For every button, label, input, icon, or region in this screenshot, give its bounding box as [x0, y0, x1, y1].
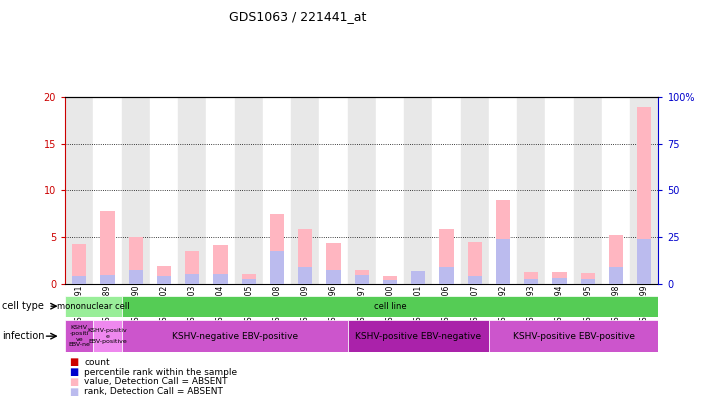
Bar — [122, 97, 150, 284]
Text: count: count — [84, 358, 110, 367]
Bar — [298, 230, 312, 284]
Bar — [411, 272, 426, 284]
Bar — [517, 97, 545, 284]
Bar — [376, 97, 404, 284]
Text: percentile rank within the sample: percentile rank within the sample — [84, 368, 237, 377]
Bar — [263, 97, 291, 284]
Bar — [552, 278, 566, 284]
Bar — [270, 214, 284, 284]
Bar — [355, 270, 369, 284]
Bar — [122, 320, 348, 352]
Bar — [433, 97, 461, 284]
Bar — [157, 276, 171, 284]
Text: cell type: cell type — [2, 301, 44, 311]
Bar — [72, 276, 86, 284]
Bar — [319, 97, 348, 284]
Bar — [298, 267, 312, 284]
Bar — [129, 270, 143, 284]
Text: rank, Detection Call = ABSENT: rank, Detection Call = ABSENT — [84, 387, 223, 396]
Bar — [637, 107, 651, 284]
Bar — [72, 244, 86, 284]
Text: mononuclear cell: mononuclear cell — [57, 302, 130, 311]
Bar — [101, 211, 115, 284]
Bar — [241, 274, 256, 283]
Bar — [214, 245, 227, 284]
Bar — [489, 320, 658, 352]
Bar — [383, 280, 397, 283]
Text: KSHV-positive EBV-positive: KSHV-positive EBV-positive — [513, 332, 634, 341]
Bar — [157, 266, 171, 284]
Bar — [468, 276, 482, 284]
Text: cell line: cell line — [374, 302, 406, 311]
Text: KSHV-negative EBV-positive: KSHV-negative EBV-positive — [171, 332, 297, 341]
Bar — [440, 230, 454, 284]
Bar — [468, 241, 482, 284]
Bar — [241, 279, 256, 284]
Bar — [581, 279, 595, 284]
Bar — [93, 97, 122, 284]
Bar — [411, 271, 426, 284]
Text: KSHV
-positi
ve
EBV-ne: KSHV -positi ve EBV-ne — [69, 325, 90, 347]
Bar — [581, 273, 595, 283]
Bar — [129, 237, 143, 284]
Bar — [461, 97, 489, 284]
Bar — [355, 275, 369, 283]
Text: ■: ■ — [69, 358, 78, 367]
Bar — [65, 320, 93, 352]
Bar — [348, 97, 376, 284]
Bar — [234, 97, 263, 284]
Bar — [440, 267, 454, 284]
Text: ■: ■ — [69, 387, 78, 396]
Bar — [602, 97, 630, 284]
Text: infection: infection — [2, 331, 45, 341]
Bar — [348, 320, 489, 352]
Bar — [496, 200, 510, 284]
Bar — [326, 243, 341, 284]
Bar — [609, 235, 623, 284]
Text: KSHV-positiv
e
EBV-positive: KSHV-positiv e EBV-positive — [88, 328, 127, 344]
Text: KSHV-positive EBV-negative: KSHV-positive EBV-negative — [355, 332, 481, 341]
Bar — [326, 270, 341, 284]
Bar — [270, 251, 284, 284]
Bar — [496, 239, 510, 284]
Bar — [573, 97, 602, 284]
Text: ■: ■ — [69, 377, 78, 387]
Bar — [150, 97, 178, 284]
Bar — [383, 276, 397, 284]
Bar — [552, 272, 566, 284]
Bar — [545, 97, 573, 284]
Bar — [489, 97, 517, 284]
Text: value, Detection Call = ABSENT: value, Detection Call = ABSENT — [84, 377, 228, 386]
Bar — [93, 320, 122, 352]
Bar — [65, 97, 93, 284]
Bar — [214, 274, 227, 283]
Bar — [637, 239, 651, 284]
Bar — [101, 275, 115, 283]
Bar — [178, 97, 207, 284]
Bar — [65, 296, 122, 317]
Bar — [609, 267, 623, 284]
Text: ■: ■ — [69, 367, 78, 377]
Bar — [291, 97, 319, 284]
Text: GDS1063 / 221441_at: GDS1063 / 221441_at — [229, 10, 366, 23]
Bar — [185, 251, 200, 284]
Bar — [207, 97, 234, 284]
Bar — [524, 272, 538, 284]
Bar — [524, 279, 538, 284]
Bar — [630, 97, 658, 284]
Bar — [404, 97, 433, 284]
Bar — [185, 274, 200, 283]
